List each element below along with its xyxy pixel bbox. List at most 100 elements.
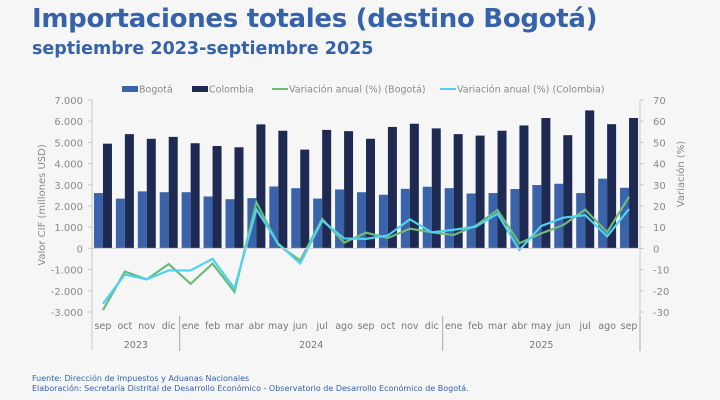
left-tick-label: 1.000 xyxy=(54,223,83,234)
bar-colombia xyxy=(541,118,551,249)
x-tick-label: sep xyxy=(95,321,112,332)
x-tick-label: sep xyxy=(358,321,375,332)
bar-bogota xyxy=(510,189,520,249)
bar-colombia xyxy=(256,124,266,249)
bar-colombia xyxy=(431,128,441,249)
left-tick-label: -3.000 xyxy=(51,308,83,319)
bar-colombia xyxy=(387,126,397,249)
bar-colombia xyxy=(585,110,595,249)
bar-colombia xyxy=(322,129,332,249)
left-tick-label: 2.000 xyxy=(54,202,83,213)
x-tick-label: sep xyxy=(621,321,638,332)
bar-bogota xyxy=(137,191,147,249)
line-colombia-variation xyxy=(102,206,630,305)
y2-axis-title: Variación (%) xyxy=(675,141,687,208)
right-tick-label: 20 xyxy=(653,202,666,213)
bar-bogota xyxy=(444,188,454,249)
year-label: 2023 xyxy=(124,340,148,351)
x-tick-label: ene xyxy=(182,321,200,332)
legend-item: Variación anual (%) (Colombia) xyxy=(440,85,605,96)
bar-colombia xyxy=(497,130,507,249)
bar-bogota xyxy=(203,196,213,249)
bar-bogota xyxy=(400,188,410,249)
right-tick-label: 40 xyxy=(653,160,666,171)
bar-colombia xyxy=(366,138,375,249)
bar-colombia xyxy=(519,125,529,249)
x-tick-label: feb xyxy=(205,321,220,332)
bar-bogota xyxy=(576,193,586,249)
x-tick-label: may xyxy=(268,321,289,332)
bar-bogota xyxy=(357,192,366,249)
right-tick-label: 60 xyxy=(653,117,666,128)
x-tick-label: nov xyxy=(138,321,156,332)
right-tick-label: -30 xyxy=(653,308,669,319)
legend-swatch xyxy=(192,86,208,92)
x-tick-label: mar xyxy=(488,321,507,332)
legend-swatch xyxy=(122,86,138,92)
x-tick-label: abr xyxy=(512,321,528,332)
legend-label: Variación anual (%) (Colombia) xyxy=(457,85,605,96)
legend-label: Colombia xyxy=(209,85,254,96)
bar-bogota xyxy=(488,193,498,249)
x-tick-label: mar xyxy=(225,321,244,332)
x-tick-label: jun xyxy=(555,321,571,332)
bar-bogota xyxy=(466,193,476,249)
bar-bogota xyxy=(225,199,235,249)
x-tick-label: oct xyxy=(117,321,132,332)
x-tick-label: ago xyxy=(598,321,616,332)
x-tick-label: abr xyxy=(249,321,265,332)
bar-colombia xyxy=(124,134,134,249)
x-tick-label: may xyxy=(531,321,552,332)
chart-subtitle: septiembre 2023-septiembre 2025 xyxy=(32,39,374,59)
legend-label: Bogotá xyxy=(139,85,173,96)
right-tick-label: 10 xyxy=(653,223,666,234)
bar-colombia xyxy=(278,130,288,249)
bar-colombia xyxy=(146,138,156,249)
credit-note: Elaboración: Secretaría Distrital de Des… xyxy=(32,384,469,393)
footer: Fuente: Dirección de Impuestos y Aduanas… xyxy=(32,374,469,394)
source-note: Fuente: Dirección de Impuestos y Aduanas… xyxy=(32,374,250,383)
bar-bogota xyxy=(532,185,542,249)
bar-bogota xyxy=(378,194,388,249)
right-tick-label: -20 xyxy=(653,287,669,298)
x-tick-label: nov xyxy=(401,321,419,332)
bar-bogota xyxy=(291,188,301,249)
bar-bogota xyxy=(115,198,125,249)
bar-colombia xyxy=(300,149,310,249)
legend-item: Bogotá xyxy=(122,85,173,96)
bar-colombia xyxy=(629,118,639,249)
x-tick-label: jul xyxy=(316,321,328,332)
right-tick-label: 70 xyxy=(653,96,666,107)
bar-colombia xyxy=(168,136,178,249)
bar-colombia xyxy=(607,124,617,249)
bar-colombia xyxy=(563,135,573,249)
legend: Bogotá Colombia Variación anual (%) (Bogot… xyxy=(122,85,605,96)
x-tick-label: oct xyxy=(381,321,396,332)
bar-bogota xyxy=(181,192,191,249)
x-tick-label: jul xyxy=(579,321,591,332)
bar-bogota xyxy=(93,193,103,249)
bar-colombia xyxy=(234,147,244,249)
bar-bogota xyxy=(159,192,169,249)
year-label: 2025 xyxy=(529,340,553,351)
left-tick-label: 5.000 xyxy=(54,138,83,149)
right-tick-label: -10 xyxy=(653,266,669,277)
x-tick-label: jun xyxy=(292,321,308,332)
bar-colombia xyxy=(102,143,112,249)
bar-bogota xyxy=(598,178,608,249)
right-tick-label: 30 xyxy=(653,181,666,192)
left-tick-label: -1.000 xyxy=(51,266,83,277)
legend-item: Variación anual (%) (Bogotá) xyxy=(272,85,426,96)
bar-colombia xyxy=(475,135,485,249)
bar-colombia xyxy=(453,134,463,249)
bar-bogota xyxy=(554,183,564,249)
right-tick-label: 0 xyxy=(653,244,659,255)
x-tick-label: dic xyxy=(162,321,176,332)
bar-colombia xyxy=(409,123,419,249)
bars xyxy=(93,110,639,249)
chart-title: Importaciones totales (destino Bogotá) xyxy=(32,4,598,34)
legend-label: Variación anual (%) (Bogotá) xyxy=(289,85,426,96)
x-tick-label: ago xyxy=(335,321,353,332)
x-tick-label: dic xyxy=(425,321,439,332)
